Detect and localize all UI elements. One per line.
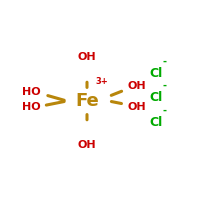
Text: HO: HO — [22, 87, 40, 97]
Text: OH: OH — [127, 102, 146, 112]
Text: -: - — [162, 81, 166, 91]
Text: OH: OH — [78, 140, 96, 150]
Text: Cl: Cl — [149, 116, 162, 129]
Text: -: - — [162, 56, 166, 66]
Text: 3+: 3+ — [96, 77, 108, 86]
Text: HO: HO — [22, 102, 40, 112]
Text: Cl: Cl — [149, 67, 162, 80]
Text: OH: OH — [78, 52, 96, 62]
Text: OH: OH — [127, 81, 146, 91]
Text: Fe: Fe — [75, 92, 99, 110]
Text: Cl: Cl — [149, 91, 162, 104]
Text: -: - — [162, 106, 166, 116]
